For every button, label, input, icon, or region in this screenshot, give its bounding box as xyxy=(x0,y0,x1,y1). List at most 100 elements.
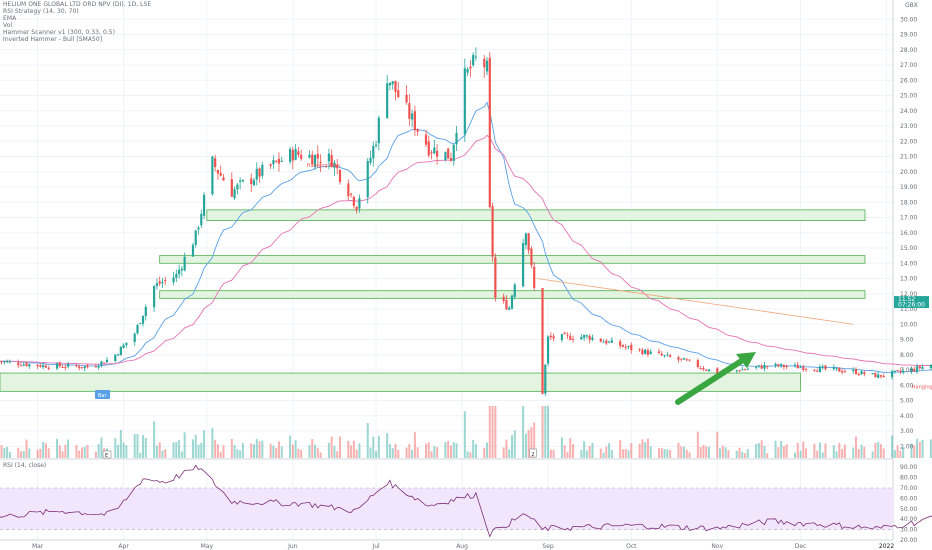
price-tick-label: 17.00 xyxy=(900,215,917,222)
candle-body xyxy=(197,227,200,230)
volume-bar xyxy=(857,449,860,458)
candle-body xyxy=(821,366,824,368)
candle-body xyxy=(3,361,6,363)
volume-bar xyxy=(372,436,375,458)
volume-bar xyxy=(277,441,280,458)
volume-bar xyxy=(816,450,819,458)
candle-body xyxy=(42,365,45,368)
volume-bar xyxy=(588,445,591,458)
rsi-pane xyxy=(0,464,932,538)
candle-body xyxy=(527,233,530,251)
legend-hammer-scanner[interactable]: Hammer Scanner v1 (300, 0.33, 0.5) xyxy=(3,29,116,37)
candle-body xyxy=(799,367,802,369)
volume-bar xyxy=(832,445,835,458)
candle-body xyxy=(191,244,195,257)
volume-bar xyxy=(486,442,489,458)
candle-body xyxy=(893,370,896,372)
time-tick-label: Mar xyxy=(32,543,44,550)
rsi-tick-label: 70.00 xyxy=(900,485,917,492)
volume-bar xyxy=(891,435,894,458)
volume-bar xyxy=(585,450,588,458)
candle-body xyxy=(94,366,97,368)
volume-bar xyxy=(408,444,411,458)
legend-vol[interactable]: Vol xyxy=(3,22,13,30)
candle-body xyxy=(366,161,369,198)
volume-bar xyxy=(316,447,319,458)
volume-bar xyxy=(522,406,525,458)
candle-body xyxy=(763,364,766,369)
volume-bar xyxy=(178,440,181,458)
moving-averages xyxy=(0,101,932,373)
candle-body xyxy=(183,256,186,271)
volume-bar xyxy=(44,443,47,458)
volume-bar xyxy=(533,422,536,458)
volume-bar xyxy=(755,443,758,458)
volume-bar xyxy=(394,443,397,458)
price-tick-label: 19.00 xyxy=(900,184,917,191)
volume-bar xyxy=(447,440,450,458)
candle-body xyxy=(546,336,550,364)
candle-body xyxy=(796,364,799,369)
volume-bar xyxy=(375,451,378,458)
candle-body xyxy=(605,340,608,344)
symbol-title[interactable]: HELIUM ONE GLOBAL LTD ORD NPV (DI), 1D, … xyxy=(3,1,152,8)
candle-body xyxy=(860,371,863,375)
candle-body xyxy=(488,57,491,208)
rsi-title[interactable]: RSI (14, close) xyxy=(3,462,47,469)
candle-body xyxy=(416,129,419,132)
volume-bar xyxy=(527,429,530,458)
candle-body xyxy=(469,66,472,69)
candle-body xyxy=(430,152,433,154)
candle-body xyxy=(566,334,569,336)
volume-bar xyxy=(433,445,436,458)
candle-body xyxy=(466,68,469,73)
volume-bar xyxy=(796,442,799,458)
volume-bar xyxy=(155,445,158,458)
candle-body xyxy=(757,365,761,367)
volume-bar xyxy=(838,443,841,458)
volume-bar xyxy=(39,448,42,458)
volume-bar xyxy=(921,439,924,458)
volume-bar xyxy=(81,447,83,458)
candle-body xyxy=(571,338,575,340)
volume-bar xyxy=(275,447,278,458)
volume-bar xyxy=(64,444,67,458)
volume-bar xyxy=(855,436,857,458)
volume-bar xyxy=(913,445,916,458)
candle-body xyxy=(610,340,613,343)
volume-bar xyxy=(505,439,508,458)
candle-body xyxy=(793,364,797,366)
volume-bar xyxy=(646,438,649,458)
candle-body xyxy=(36,364,39,367)
volume-bar xyxy=(882,448,885,458)
candle-body xyxy=(83,366,86,369)
volume-bar xyxy=(75,445,78,458)
volume-bar xyxy=(780,440,783,458)
legend-ema[interactable]: EMA xyxy=(3,15,17,23)
candle-body xyxy=(313,155,317,168)
legend-inverted-hammer[interactable]: Inverted Hammer - Bull [SMA50] xyxy=(3,36,103,44)
candle-body xyxy=(386,83,389,119)
candle-body xyxy=(530,248,533,266)
volume-bar xyxy=(194,434,197,458)
volume-bar xyxy=(530,427,533,458)
volume-bar xyxy=(58,445,61,458)
candle-body xyxy=(338,169,342,182)
legend-rsi-strategy[interactable]: RSI Strategy (14, 30, 70) xyxy=(3,8,79,16)
volume-bar xyxy=(17,447,20,458)
volume-bar xyxy=(871,451,874,458)
volume-bar xyxy=(258,441,261,458)
candle-body xyxy=(841,371,844,373)
candle-body xyxy=(899,370,902,372)
candle-body xyxy=(580,336,583,340)
candle-body xyxy=(0,361,3,363)
volume-bar xyxy=(929,439,932,458)
candle-body xyxy=(374,144,378,146)
candle-body xyxy=(707,369,711,372)
volume-bar xyxy=(413,432,416,458)
price-tick-label: 4.00 xyxy=(900,413,914,420)
volume-bar xyxy=(67,439,70,458)
candle-body xyxy=(105,359,109,363)
